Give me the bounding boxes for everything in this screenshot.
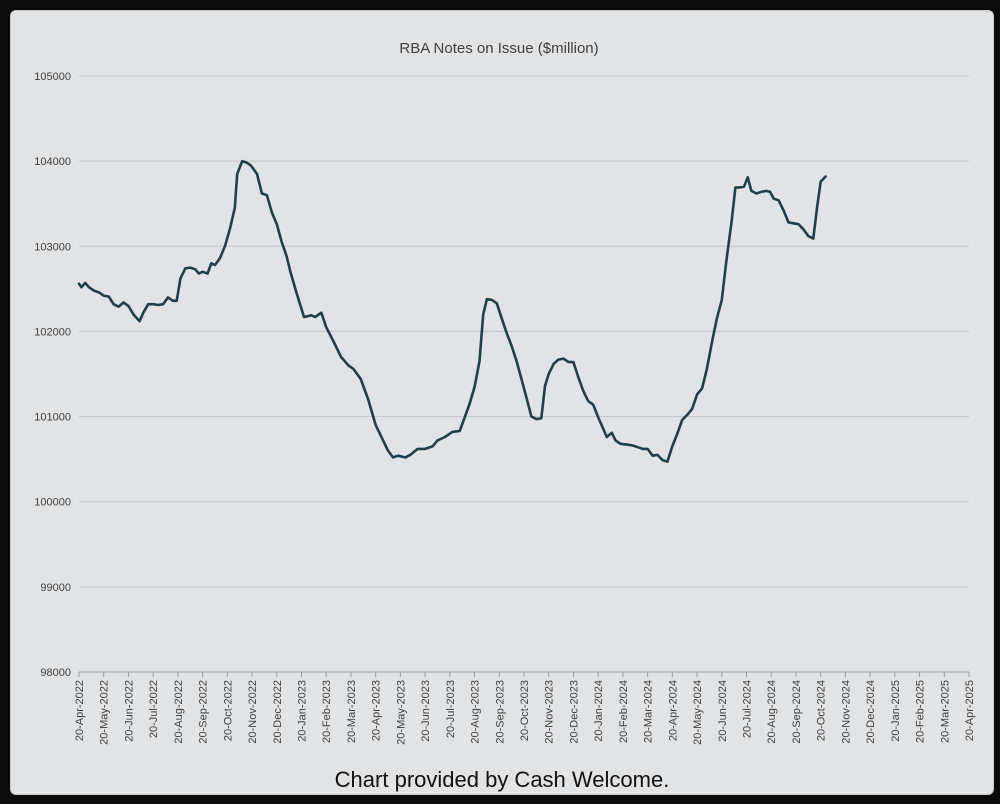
- x-tick-label: 20-May-2022: [99, 680, 111, 745]
- x-tick-label: 20-Jul-2023: [445, 680, 457, 738]
- x-tick-label: 20-Dec-2024: [865, 680, 877, 744]
- x-tick-label: 20-Sep-2022: [198, 680, 210, 744]
- y-tick-label: 100000: [34, 497, 71, 509]
- y-tick-label: 103000: [34, 241, 71, 253]
- x-tick-label: 20-Dec-2022: [272, 680, 284, 744]
- x-tick-label: 20-Jun-2023: [420, 680, 432, 742]
- y-tick-label: 102000: [34, 326, 71, 338]
- chart-title: RBA Notes on Issue ($million): [399, 40, 598, 57]
- x-tick-label: 20-Nov-2022: [247, 680, 259, 744]
- x-tick-label: 20-Mar-2023: [346, 680, 358, 743]
- x-tick-label: 20-Oct-2023: [519, 680, 531, 741]
- x-tick-label: 20-Aug-2022: [173, 680, 185, 744]
- y-axis-ticks: 98000 99000 100000 101000 102000 103000 104000…: [34, 71, 71, 679]
- x-tick-label: 20-Apr-2025: [964, 680, 976, 741]
- x-tick-label: 20-Mar-2024: [643, 680, 655, 743]
- x-tick-label: 20-Aug-2023: [470, 680, 482, 744]
- x-tick-label: 20-Mar-2025: [939, 680, 951, 743]
- x-tick-label: 20-Nov-2023: [544, 680, 556, 744]
- x-tick-label: 20-Jan-2023: [297, 680, 309, 742]
- x-tick-label: 20-Apr-2023: [371, 680, 383, 741]
- chart-frame: RBA Notes on Issue ($million) 98000 99000…: [10, 10, 994, 795]
- y-tick-label: 98000: [40, 667, 71, 679]
- x-tick-label: 20-Feb-2023: [321, 680, 333, 743]
- y-tick-label: 99000: [40, 582, 71, 594]
- x-tick-label: 20-Sep-2023: [494, 680, 506, 744]
- x-tick-label: 20-Sep-2024: [791, 680, 803, 744]
- y-tick-label: 104000: [34, 156, 71, 168]
- x-tick-label: 20-May-2024: [692, 680, 704, 745]
- x-tick-label: 20-Jul-2024: [742, 680, 754, 738]
- gridlines: [79, 75, 969, 673]
- series-group: [77, 159, 827, 463]
- x-axis: 20-Apr-2022 20-May-2022 20-Jun-2022 20-Jul-…: [74, 672, 976, 745]
- x-tick-label: 20-Aug-2024: [766, 680, 778, 744]
- x-tick-label: 20-Feb-2025: [915, 680, 927, 743]
- x-tick-label: 20-Nov-2024: [840, 680, 852, 744]
- series-line: [77, 159, 827, 463]
- x-tick-label: 20-Jan-2025: [890, 680, 902, 742]
- x-tick-label: 20-May-2023: [395, 680, 407, 745]
- y-tick-label: 105000: [34, 71, 71, 83]
- x-tick-label: 20-Apr-2022: [74, 680, 86, 741]
- x-tick-label: 20-Jul-2022: [148, 680, 160, 738]
- x-tick-label: 20-Apr-2024: [667, 680, 679, 741]
- x-tick-label: 20-Oct-2022: [222, 680, 234, 741]
- chart-caption: Chart provided by Cash Welcome.: [334, 767, 670, 792]
- x-tick-label: 20-Oct-2024: [816, 680, 828, 741]
- x-tick-label: 20-Jan-2024: [593, 680, 605, 742]
- x-tick-label: 20-Dec-2023: [568, 680, 580, 744]
- line-chart: RBA Notes on Issue ($million) 98000 99000…: [34, 40, 976, 745]
- x-tick-label: 20-Jun-2024: [717, 680, 729, 742]
- x-tick-label: 20-Feb-2024: [618, 680, 630, 743]
- x-tick-label: 20-Jun-2022: [123, 680, 135, 742]
- y-tick-label: 101000: [34, 412, 71, 424]
